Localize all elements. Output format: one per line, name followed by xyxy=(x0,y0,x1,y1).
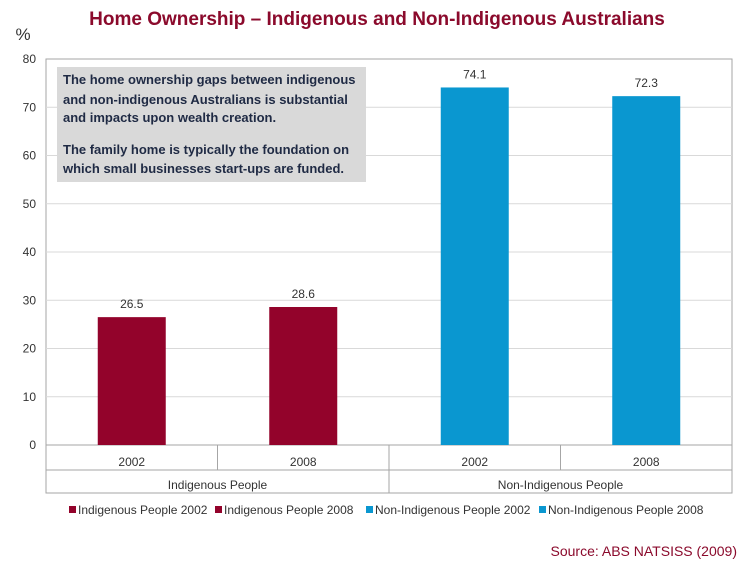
y-tick-label: 30 xyxy=(23,293,37,307)
annotation-line: The home ownership gaps between indigeno… xyxy=(63,72,356,87)
x-tick-label: 2008 xyxy=(290,455,317,469)
y-tick-label: 50 xyxy=(23,197,37,211)
legend-swatch xyxy=(539,506,546,513)
chart-title: Home Ownership – Indigenous and Non-Indi… xyxy=(89,9,665,30)
data-label: 74.1 xyxy=(463,67,487,81)
y-axis-unit: % xyxy=(15,25,30,44)
y-tick-label: 60 xyxy=(23,149,37,163)
y-tick-label: 70 xyxy=(23,100,37,114)
bars xyxy=(97,87,681,445)
bar xyxy=(97,317,166,445)
data-label: 28.6 xyxy=(292,287,316,301)
x-group-label: Non-Indigenous People xyxy=(498,478,624,492)
legend-swatch xyxy=(69,506,76,513)
bar xyxy=(269,307,338,445)
data-labels: 26.5 28.6 74.1 72.3 xyxy=(120,67,658,311)
legend-swatch xyxy=(215,506,222,513)
x-tick-label: 2002 xyxy=(118,455,145,469)
legend-label: Non-Indigenous People 2002 xyxy=(375,503,531,517)
annotation-box xyxy=(57,67,366,182)
y-tick-label: 40 xyxy=(23,245,37,259)
legend-label: Indigenous People 2002 xyxy=(78,503,208,517)
y-tick-label: 10 xyxy=(23,390,37,404)
annotation-line: which small businesses start-ups are fun… xyxy=(62,161,344,176)
legend-swatch xyxy=(366,506,373,513)
data-label: 26.5 xyxy=(120,297,144,311)
y-tick-label: 80 xyxy=(23,52,37,66)
bar xyxy=(440,87,509,445)
annotation: The home ownership gaps between indigeno… xyxy=(57,67,366,182)
annotation-line: and impacts upon wealth creation. xyxy=(63,110,276,125)
legend: Indigenous People 2002 Indigenous People … xyxy=(69,503,704,517)
legend-label: Non-Indigenous People 2008 xyxy=(548,503,704,517)
y-tick-label: 20 xyxy=(23,342,37,356)
bar xyxy=(612,96,681,445)
x-tick-label: 2002 xyxy=(461,455,488,469)
y-tick-labels: 0 10 20 30 40 50 60 70 80 xyxy=(23,52,37,452)
annotation-line: The family home is typically the foundat… xyxy=(63,142,349,157)
data-label: 72.3 xyxy=(635,76,659,90)
source-note: Source: ABS NATSISS (2009) xyxy=(551,543,738,559)
x-group-label: Indigenous People xyxy=(168,478,268,492)
x-tick-label: 2008 xyxy=(633,455,660,469)
annotation-line: and non-indigenous Australians is substa… xyxy=(63,92,348,107)
y-tick-label: 0 xyxy=(29,438,36,452)
legend-label: Indigenous People 2008 xyxy=(224,503,354,517)
x-axis: 2002 2008 2002 2008 Indigenous People Non-Ind… xyxy=(46,445,732,493)
